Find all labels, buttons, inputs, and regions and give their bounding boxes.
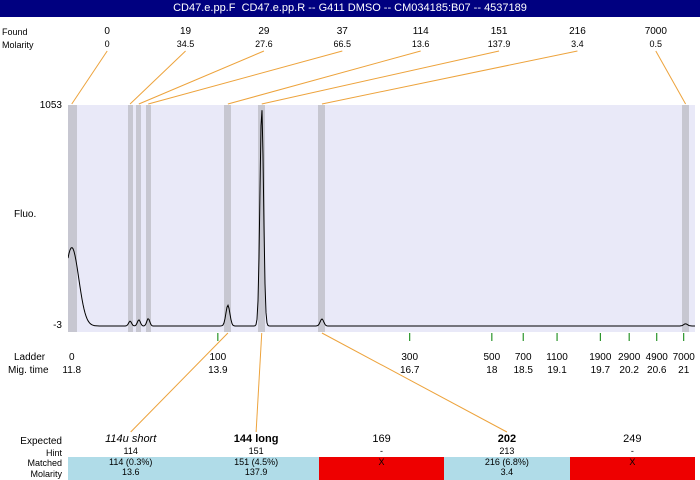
expected-cell: 249 bbox=[623, 433, 642, 445]
mig-times-row: 11.8 13.9 16.7 18 18.5 19.1 19.7 20.2 20.6 21 bbox=[62, 365, 695, 377]
molarity-row-label: Molarity bbox=[30, 469, 62, 479]
matched-cell: X bbox=[569, 457, 696, 467]
ladder-size-label: 1900 bbox=[589, 352, 612, 363]
found-molarity-row: 0 34.5 27.6 66.5 13.6 137.9 3.4 0.5 bbox=[68, 39, 695, 49]
marker-band bbox=[68, 105, 77, 332]
ladder-size-label: 2900 bbox=[618, 352, 641, 363]
molarity-values-row: 13.6 137.9 3.4 bbox=[68, 467, 696, 480]
found-size-value: 114 bbox=[412, 26, 429, 37]
expected-cell: 202 bbox=[497, 433, 517, 445]
marker-band bbox=[258, 105, 266, 332]
ladder-size-label: 500 bbox=[483, 352, 501, 363]
ladder-row-label: Ladder bbox=[14, 352, 46, 363]
hint-cell: - bbox=[380, 446, 384, 456]
marker-band bbox=[682, 105, 690, 332]
found-size-value: 151 bbox=[490, 26, 508, 37]
ladder-sizes-row: 0 100 300 500 700 1100 1900 2900 4900 7000 bbox=[68, 352, 695, 364]
ladder-size-label: 100 bbox=[209, 352, 227, 363]
found-molarity-value: 0.5 bbox=[649, 39, 663, 49]
matched-row: 114 (0.3%) 151 (4.5%) X 216 (6.8%) X bbox=[68, 457, 696, 467]
trace-canvas bbox=[68, 110, 695, 327]
matched-cell: 151 (4.5%) bbox=[193, 457, 319, 467]
marker-band bbox=[224, 105, 232, 332]
ladder-size-label: 4900 bbox=[645, 352, 668, 363]
ladder-size-label: 0 bbox=[68, 352, 75, 363]
top-connector-line bbox=[321, 50, 578, 105]
top-connector-line bbox=[71, 50, 108, 105]
expected-cell: 169 bbox=[372, 433, 391, 445]
found-molarity-row-label: Molarity bbox=[2, 40, 34, 50]
marker-band bbox=[136, 105, 142, 332]
match-connector-line bbox=[321, 332, 508, 433]
hint-cell: 213 bbox=[499, 446, 515, 456]
marker-band bbox=[127, 105, 133, 332]
top-connector-line bbox=[227, 50, 421, 105]
found-molarity-value: 13.6 bbox=[411, 39, 430, 49]
mig-time-label: 16.7 bbox=[399, 365, 420, 376]
expected-cell: 144 long bbox=[233, 433, 279, 445]
found-size-value: 19 bbox=[180, 26, 192, 37]
found-molarity-value: 34.5 bbox=[176, 39, 195, 49]
ladder-size-label: 700 bbox=[514, 352, 532, 363]
expected-cell: 114u short bbox=[105, 433, 157, 445]
mig-time-label: 11.8 bbox=[62, 365, 82, 376]
top-connector-line bbox=[129, 50, 186, 105]
ladder-size-label: 7000 bbox=[672, 352, 695, 363]
molarity-cell: 137.9 bbox=[193, 467, 319, 480]
marker-band bbox=[318, 105, 326, 332]
title-bar: CD47.e.pp.F CD47.e.pp.R -- G411 DMSO -- … bbox=[0, 0, 700, 17]
expected-row: 114u short 144 long 169 202 249 bbox=[68, 433, 695, 447]
expected-row-label: Expected bbox=[20, 436, 62, 447]
found-size-value: 37 bbox=[336, 26, 348, 37]
hint-cell: 151 bbox=[248, 446, 264, 456]
found-molarity-value: 137.9 bbox=[487, 39, 511, 49]
found-size-value: 7000 bbox=[644, 26, 667, 37]
top-connector-line bbox=[138, 50, 265, 105]
hint-cell: 114 bbox=[123, 446, 138, 456]
y-axis-min-label: -3 bbox=[53, 320, 62, 331]
molarity-cell: 13.6 bbox=[68, 467, 194, 480]
electropherogram-plot bbox=[68, 105, 695, 332]
hint-cell: - bbox=[630, 446, 634, 456]
molarity-cell bbox=[318, 467, 445, 480]
top-connector-line bbox=[261, 50, 500, 105]
matched-cell: X bbox=[318, 457, 445, 467]
molarity-cell: 3.4 bbox=[444, 467, 570, 480]
mig-time-label: 21 bbox=[678, 365, 690, 376]
match-connector-line bbox=[130, 332, 229, 433]
found-molarity-value: 0 bbox=[104, 39, 110, 49]
found-sizes-row: 0 19 29 37 114 151 216 7000 bbox=[68, 26, 695, 37]
mig-time-label: 18.5 bbox=[513, 365, 533, 376]
marker-band bbox=[145, 105, 151, 332]
hint-row: 114 151 - 213 - bbox=[68, 447, 695, 457]
molarity-cell bbox=[569, 467, 696, 480]
match-connector-line bbox=[255, 332, 263, 433]
ladder-size-label: 1100 bbox=[546, 352, 568, 363]
hint-row-label: Hint bbox=[45, 448, 62, 458]
fluorescence-trace bbox=[68, 110, 695, 327]
mig-time-label: 13.9 bbox=[208, 365, 228, 376]
found-row-label: Found bbox=[2, 27, 28, 37]
mig-time-label: 20.2 bbox=[619, 365, 639, 376]
found-molarity-value: 3.4 bbox=[571, 39, 584, 49]
migtime-row-label: Mig. time bbox=[8, 365, 49, 376]
y-axis-max-label: 1053 bbox=[39, 100, 62, 111]
top-connector-line bbox=[655, 50, 687, 105]
matched-cell: 216 (6.8%) bbox=[444, 457, 570, 467]
found-size-value: 216 bbox=[569, 26, 586, 37]
mig-time-label: 19.1 bbox=[547, 365, 567, 376]
mig-time-label: 19.7 bbox=[590, 365, 611, 376]
y-axis-title: Fluo. bbox=[14, 209, 37, 220]
found-molarity-value: 66.5 bbox=[333, 39, 352, 49]
matched-cell: 114 (0.3%) bbox=[68, 457, 194, 467]
found-molarity-value: 27.6 bbox=[255, 39, 273, 49]
matched-row-label: Matched bbox=[27, 458, 62, 468]
top-connector-line bbox=[148, 50, 343, 105]
mig-time-label: 20.6 bbox=[647, 365, 667, 376]
mig-time-label: 18 bbox=[486, 365, 498, 376]
found-size-value: 29 bbox=[258, 26, 270, 37]
found-size-value: 0 bbox=[104, 26, 110, 37]
ladder-size-label: 300 bbox=[401, 352, 419, 363]
